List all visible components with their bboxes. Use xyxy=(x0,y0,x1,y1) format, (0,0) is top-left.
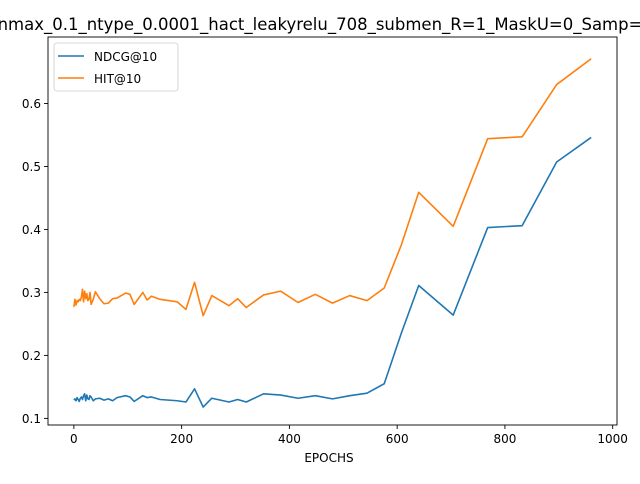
series-layer xyxy=(73,58,592,408)
plot-frame xyxy=(47,36,618,426)
y-tick-label: 0.1 xyxy=(22,412,41,426)
series-line-ndcg xyxy=(73,136,592,408)
y-tick-label: 0.5 xyxy=(22,160,41,174)
legend: NDCG@10 HIT@10 xyxy=(53,42,179,92)
x-tick-label: 0 xyxy=(70,432,78,446)
x-axis-label: EPOCHS xyxy=(304,451,353,465)
legend-label-ndcg: NDCG@10 xyxy=(94,50,157,64)
x-tick-label: 800 xyxy=(493,432,516,446)
x-tick-label: 600 xyxy=(386,432,409,446)
chart-title: nmax_0.1_ntype_0.0001_hact_leakyrelu_708… xyxy=(0,15,640,35)
y-tick-label: 0.3 xyxy=(22,286,41,300)
x-tick-label: 400 xyxy=(278,432,301,446)
x-tick-label: 200 xyxy=(170,432,193,446)
x-axis: 0 200 400 600 800 1000 xyxy=(70,425,628,446)
legend-label-hit: HIT@10 xyxy=(94,72,141,86)
y-tick-label: 0.4 xyxy=(22,223,41,237)
legend-box xyxy=(53,42,179,92)
y-tick-label: 0.6 xyxy=(22,97,41,111)
series-line-hit xyxy=(73,58,592,317)
x-tick-label: 1000 xyxy=(597,432,628,446)
y-axis: 0.1 0.2 0.3 0.4 0.5 0.6 xyxy=(22,97,48,426)
y-tick-label: 0.2 xyxy=(22,349,41,363)
